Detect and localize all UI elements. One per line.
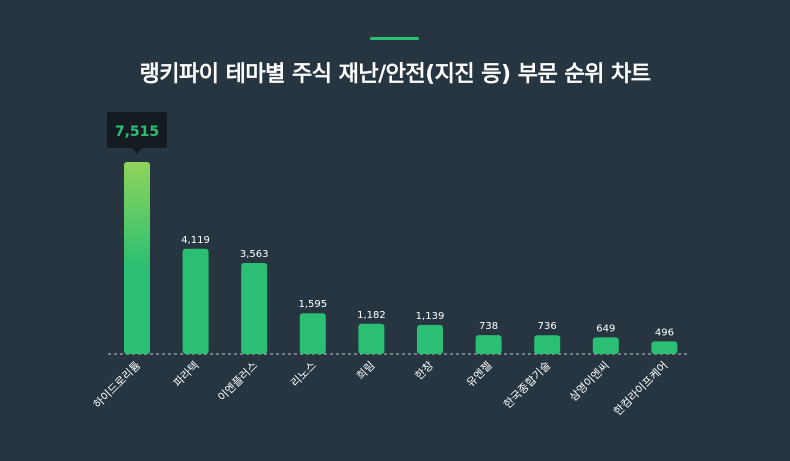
value-label-10: 496 [655,327,674,338]
value-label-3: 3,563 [240,249,269,260]
chart-title: 랭키파이 테마별 주식 재난/안전(지진 등) 부문 순위 차트 [139,62,651,87]
category-label-7: 유엔젤 [464,359,495,390]
value-label-5: 1,182 [357,310,386,321]
bar-1[interactable] [124,162,150,354]
bar-2[interactable] [182,248,209,354]
category-label-8: 한국종합기술 [501,359,553,411]
category-label-9: 삼영이엔씨 [567,359,612,404]
value-label-6: 1,139 [416,311,445,322]
bar-3[interactable] [241,262,268,354]
title-accent-line [370,37,419,40]
value-tooltip: 7,515 [107,112,167,154]
value-label-4: 1,595 [298,299,327,310]
bar-6[interactable] [417,324,443,354]
bar-4[interactable] [299,313,326,354]
value-label-2: 4,119 [181,235,210,246]
category-label-10: 한컴라이프케어 [611,359,670,418]
category-label-5: 희림 [354,359,378,383]
category-label-2: 파라텍 [171,359,202,390]
bar-10[interactable] [651,341,678,354]
bar-9[interactable] [592,337,619,354]
bar-8[interactable] [534,335,561,354]
tooltip-box [107,112,167,148]
tooltip-pointer [132,148,142,154]
bar-7[interactable] [475,335,502,354]
category-label-3: 이엔플러스 [215,359,260,404]
value-label-8: 736 [538,321,557,332]
value-label-7: 738 [479,321,498,332]
category-label-4: 리노스 [288,359,319,390]
bar-5[interactable] [358,323,385,354]
category-label-1: 하이드로리튬 [90,358,143,411]
value-label-9: 649 [596,323,615,334]
tooltip-value: 7,515 [115,124,159,140]
category-label-6: 한창 [413,359,437,383]
